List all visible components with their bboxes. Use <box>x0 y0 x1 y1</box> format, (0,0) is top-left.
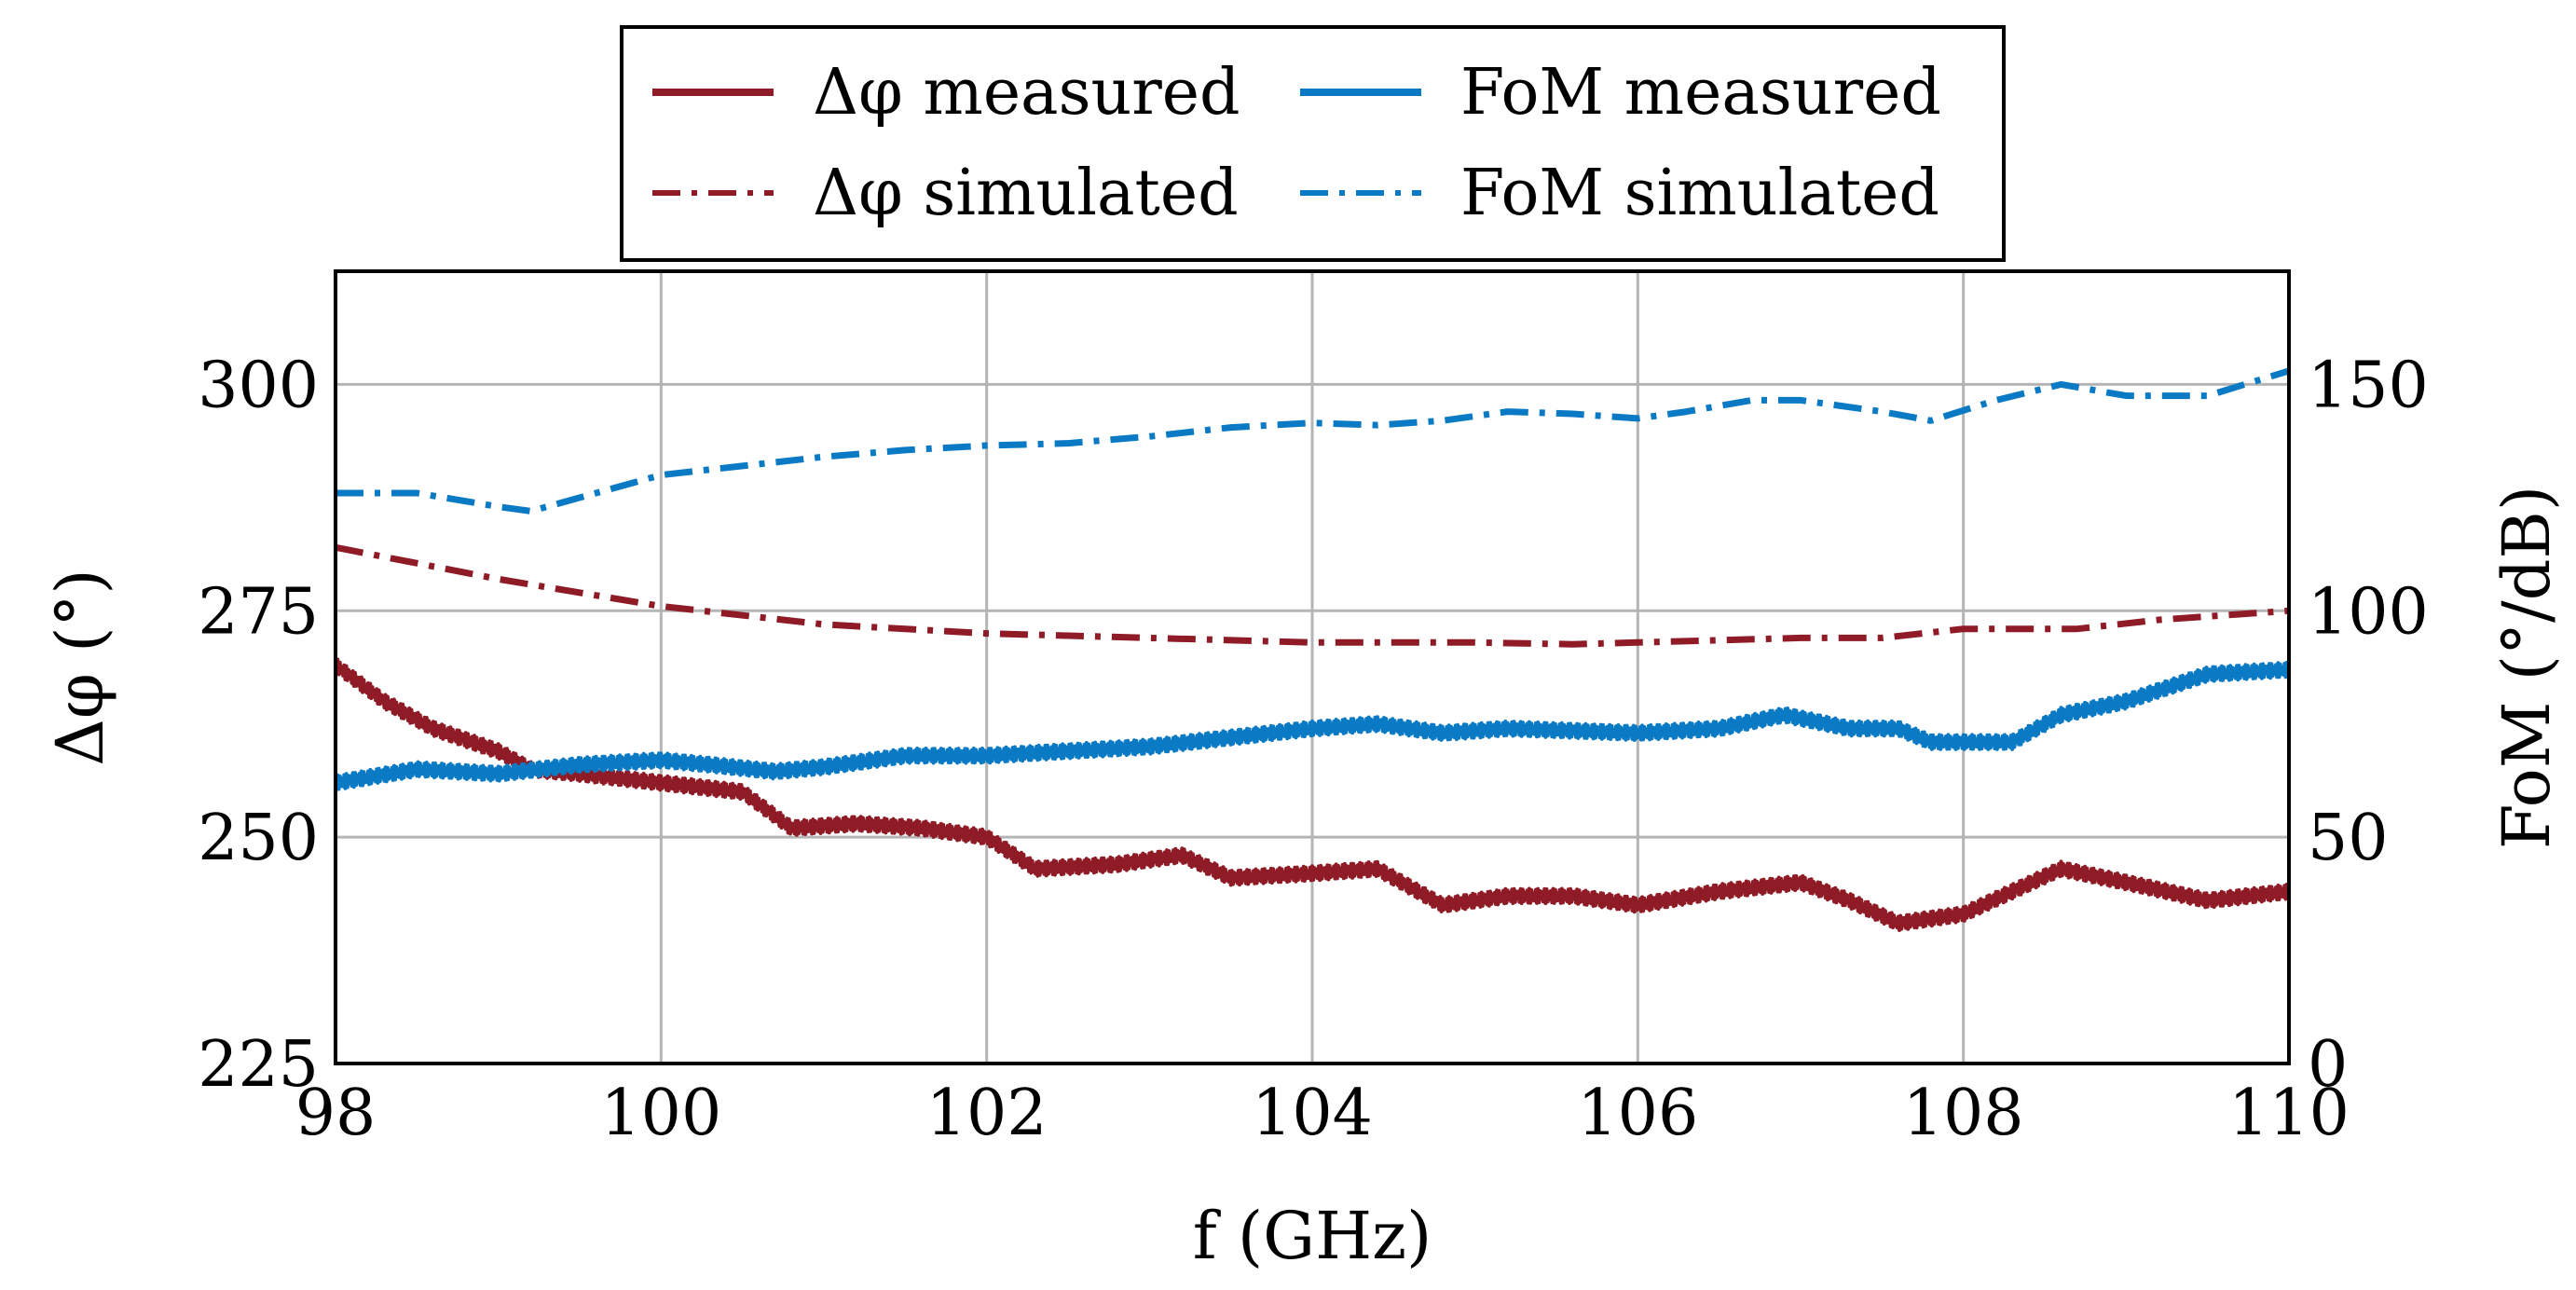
x-tick-label: 102 <box>926 1077 1048 1150</box>
x-tick-labels: 98 100 102 104 106 108 110 <box>295 1077 2350 1150</box>
series-fom_measured <box>334 660 2291 791</box>
legend-label-phase-simulated: Δφ simulated <box>813 157 1239 230</box>
y-left-axis-title: Δφ (°) <box>42 569 118 765</box>
series-phase_measured <box>334 657 2291 932</box>
x-tick-label: 106 <box>1577 1077 1698 1150</box>
legend-label-fom-measured: FoM measured <box>1460 56 1941 130</box>
y-left-tick-labels: 225 250 275 300 <box>198 349 319 1102</box>
x-axis-title: f (GHz) <box>1193 1198 1432 1274</box>
legend-frame <box>620 25 2006 262</box>
grid <box>334 271 2291 1065</box>
y-right-tick-label: 50 <box>2308 802 2389 875</box>
plot-frame <box>334 269 2291 1065</box>
x-tick-label: 98 <box>295 1077 377 1150</box>
y-left-tick-label: 275 <box>198 575 319 649</box>
y-left-tick-label: 250 <box>198 802 319 875</box>
y-right-tick-labels: 0 50 100 150 <box>2308 349 2429 1102</box>
legend-label-phase-measured: Δφ measured <box>813 56 1240 130</box>
series-phase_simulated <box>335 543 2290 648</box>
y-right-tick-label: 100 <box>2308 575 2429 649</box>
series-fom_simulated <box>336 367 2291 515</box>
y-right-tick-label: 150 <box>2308 349 2429 422</box>
legend-label-fom-simulated: FoM simulated <box>1460 157 1939 230</box>
series-group <box>334 367 2291 932</box>
x-tick-label: 108 <box>1903 1077 2024 1150</box>
y-right-axis-title: FoM (°/dB) <box>2488 486 2565 849</box>
x-tick-label: 100 <box>600 1077 721 1150</box>
x-tick-label: 104 <box>1252 1077 1373 1150</box>
y-left-tick-label: 225 <box>198 1028 319 1102</box>
legend: Δφ measured FoM measured Δφ simulated Fo… <box>620 25 2006 262</box>
y-right-tick-label: 0 <box>2308 1028 2348 1102</box>
y-left-tick-label: 300 <box>198 349 319 422</box>
x-tick-label: 110 <box>2228 1077 2350 1150</box>
